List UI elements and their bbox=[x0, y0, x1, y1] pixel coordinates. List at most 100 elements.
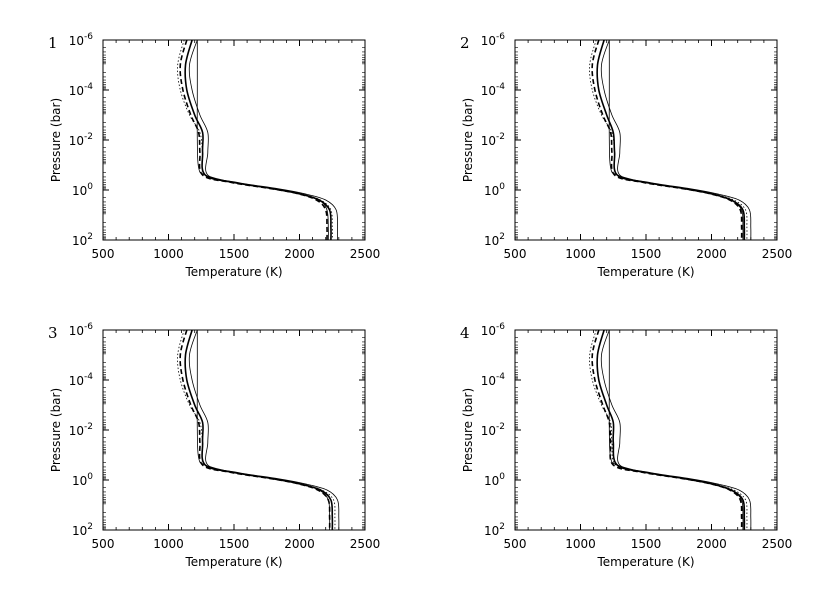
plot-frame bbox=[514, 329, 778, 531]
y-tick-exponent: 0 bbox=[87, 472, 93, 482]
panel-number: 2 bbox=[460, 34, 470, 52]
x-tick-label: 1000 bbox=[565, 247, 596, 261]
plot-frame bbox=[102, 329, 366, 531]
x-axis-title: Temperature (K) bbox=[184, 555, 282, 569]
y-tick-exponent: -2 bbox=[84, 422, 93, 432]
y-tick-base: 10 bbox=[69, 134, 84, 148]
y-tick-exponent: -6 bbox=[496, 32, 505, 42]
x-axis-title: Temperature (K) bbox=[596, 555, 694, 569]
x-tick-label: 1500 bbox=[219, 247, 250, 261]
x-tick-label: 2000 bbox=[284, 247, 315, 261]
x-axis-title: Temperature (K) bbox=[596, 265, 694, 279]
x-tick-label: 1000 bbox=[153, 537, 184, 551]
y-tick-exponent: -6 bbox=[84, 32, 93, 42]
y-axis-title: Pressure (bar) bbox=[461, 98, 475, 182]
panel-4: 500 1000 1500 2000 250010-610-410-2100102Tem… bbox=[460, 322, 792, 569]
series-line-profile-d bbox=[188, 39, 338, 241]
y-tick-label: 102 bbox=[72, 522, 93, 538]
y-tick-base: 10 bbox=[481, 34, 496, 48]
x-tick-label: 2000 bbox=[696, 247, 727, 261]
y-tick-label: 100 bbox=[484, 472, 505, 488]
series-line-isothermal bbox=[608, 330, 744, 531]
y-tick-base: 10 bbox=[69, 374, 84, 388]
series-line-profile-d bbox=[188, 329, 340, 531]
x-tick-label: 1500 bbox=[631, 247, 662, 261]
y-tick-base: 10 bbox=[481, 84, 496, 98]
y-tick-base: 10 bbox=[72, 524, 87, 538]
x-tick-label: 2500 bbox=[350, 537, 381, 551]
y-tick-base: 10 bbox=[69, 34, 84, 48]
x-tick-label: 500 bbox=[504, 537, 527, 551]
y-tick-exponent: 2 bbox=[499, 232, 505, 242]
series-line-isothermal bbox=[196, 39, 329, 241]
y-tick-label: 10-4 bbox=[481, 82, 506, 98]
y-tick-label: 102 bbox=[72, 232, 93, 248]
y-tick-label: 10-2 bbox=[481, 422, 505, 438]
y-tick-exponent: -2 bbox=[84, 132, 93, 142]
plot-frame bbox=[102, 39, 366, 241]
y-tick-exponent: 0 bbox=[499, 182, 505, 192]
y-axis-title: Pressure (bar) bbox=[461, 388, 475, 472]
y-tick-base: 10 bbox=[484, 474, 499, 488]
y-tick-exponent: 2 bbox=[499, 522, 505, 532]
x-tick-label: 2500 bbox=[762, 247, 793, 261]
y-tick-label: 10-4 bbox=[69, 372, 94, 388]
y-tick-exponent: 2 bbox=[87, 232, 93, 242]
y-tick-label: 10-6 bbox=[69, 32, 94, 48]
y-tick-label: 10-6 bbox=[481, 322, 506, 338]
panel-2: 500 1000 1500 2000 250010-610-410-2100102Tem… bbox=[460, 32, 792, 279]
y-tick-exponent: -2 bbox=[496, 132, 505, 142]
x-tick-label: 1500 bbox=[219, 537, 250, 551]
x-tick-label: 2000 bbox=[696, 537, 727, 551]
x-tick-label: 2500 bbox=[350, 247, 381, 261]
series-line-profile-d bbox=[600, 329, 752, 531]
y-tick-base: 10 bbox=[484, 234, 499, 248]
series-line-profile-a bbox=[184, 39, 332, 241]
y-tick-label: 10-4 bbox=[69, 82, 94, 98]
y-tick-exponent: -2 bbox=[496, 422, 505, 432]
y-tick-label: 10-6 bbox=[69, 322, 94, 338]
x-tick-label: 500 bbox=[92, 537, 115, 551]
y-tick-label: 10-2 bbox=[481, 132, 505, 148]
y-tick-exponent: 0 bbox=[499, 472, 505, 482]
y-tick-base: 10 bbox=[72, 474, 87, 488]
panel-1: 500 1000 1500 2000 250010-610-410-2100102Tem… bbox=[48, 32, 380, 279]
y-tick-label: 10-4 bbox=[481, 372, 506, 388]
plot-frame bbox=[514, 39, 778, 241]
series-line-profile-b bbox=[591, 39, 743, 241]
y-tick-base: 10 bbox=[484, 184, 499, 198]
y-tick-base: 10 bbox=[69, 424, 84, 438]
y-axis-title: Pressure (bar) bbox=[49, 388, 63, 472]
series-line-profile-b bbox=[591, 329, 743, 531]
y-tick-exponent: -6 bbox=[496, 322, 505, 332]
y-tick-exponent: -6 bbox=[84, 322, 93, 332]
x-tick-label: 2500 bbox=[762, 537, 793, 551]
y-tick-base: 10 bbox=[72, 184, 87, 198]
y-tick-exponent: 2 bbox=[87, 522, 93, 532]
y-tick-exponent: -4 bbox=[84, 82, 93, 92]
y-tick-label: 102 bbox=[484, 232, 505, 248]
y-tick-label: 10-2 bbox=[69, 422, 93, 438]
y-tick-base: 10 bbox=[481, 324, 496, 338]
x-tick-label: 1000 bbox=[565, 537, 596, 551]
series-line-profile-c bbox=[177, 329, 336, 531]
series-line-profile-b bbox=[179, 329, 331, 531]
y-tick-base: 10 bbox=[69, 324, 84, 338]
y-tick-base: 10 bbox=[69, 84, 84, 98]
series-line-profile-a bbox=[184, 329, 334, 531]
y-tick-base: 10 bbox=[481, 134, 496, 148]
y-tick-exponent: -4 bbox=[496, 372, 505, 382]
series-line-profile-a bbox=[596, 39, 746, 241]
panel-number: 4 bbox=[460, 324, 470, 342]
y-tick-label: 10-2 bbox=[69, 132, 93, 148]
y-tick-base: 10 bbox=[484, 524, 499, 538]
y-tick-exponent: -4 bbox=[84, 372, 93, 382]
y-tick-label: 100 bbox=[484, 182, 505, 198]
y-tick-base: 10 bbox=[72, 234, 87, 248]
panel-number: 1 bbox=[48, 34, 58, 52]
series-line-profile-d bbox=[600, 39, 752, 241]
y-tick-label: 102 bbox=[484, 522, 505, 538]
series-line-profile-c bbox=[589, 329, 748, 531]
y-tick-base: 10 bbox=[481, 424, 496, 438]
